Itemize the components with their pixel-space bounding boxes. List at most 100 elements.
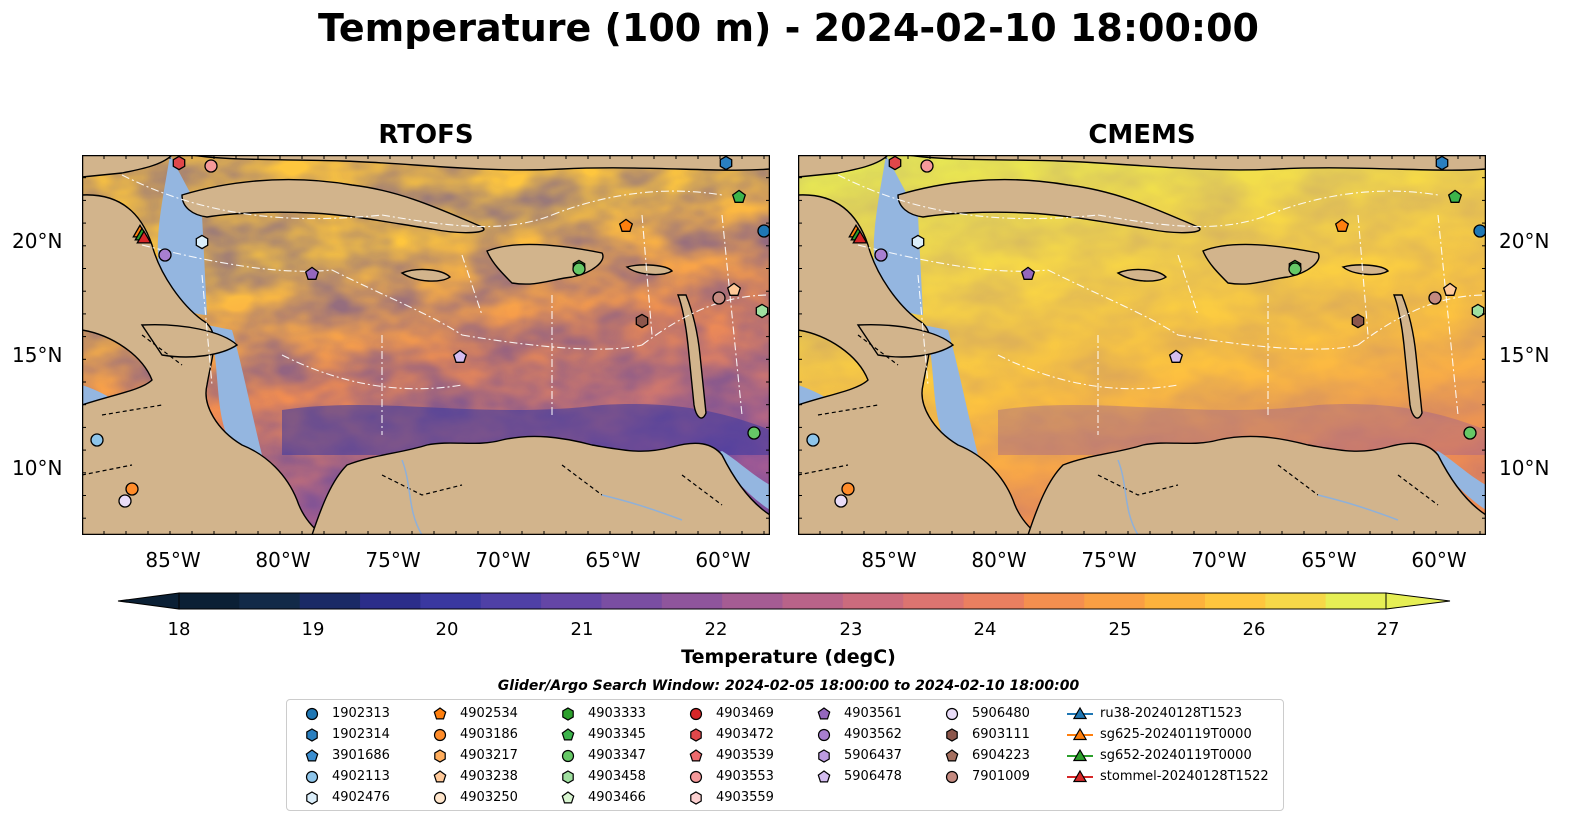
eez-boundary: [917, 274, 929, 386]
colorbar-segment: [239, 593, 301, 609]
argo-float-4903472: [172, 155, 186, 171]
land-mass: [676, 294, 707, 419]
argo-float-5906480: [834, 494, 848, 508]
eez-boundary: [281, 354, 463, 390]
argo-float-4902534: [1334, 218, 1350, 232]
land-mass: [798, 194, 1040, 535]
legend-marker-icon: [945, 749, 959, 762]
colorbar-segment: [661, 593, 723, 609]
legend-label: 4903217: [460, 748, 518, 763]
colorbar-frame: [178, 592, 1387, 610]
southern-cool-band: [282, 404, 770, 455]
legend-label: 1902313: [332, 706, 390, 721]
eez-boundary: [1357, 294, 1486, 346]
eez-boundary: [201, 274, 213, 386]
land-mass: [486, 243, 604, 285]
land-mass: [856, 323, 955, 358]
map-frame: [82, 155, 770, 535]
legend-marker-icon: [306, 728, 318, 742]
river: [1317, 494, 1399, 521]
panel-title-cmems: CMEMS: [1088, 120, 1196, 150]
colorbar-label: Temperature (degC): [681, 646, 896, 668]
river: [601, 494, 683, 521]
legend-marker-icon: [689, 707, 703, 721]
land-mass: [625, 264, 674, 276]
legend-marker-icon: [433, 728, 447, 742]
legend-label: stommel-20240128T1522: [1100, 769, 1269, 784]
legend-label: 4903539: [716, 748, 774, 763]
continental-shelf: [207, 325, 262, 455]
national-border: [82, 464, 133, 476]
legend-label: 4903559: [716, 790, 774, 805]
land-mass: [400, 268, 452, 282]
legend-marker-icon: [945, 707, 959, 721]
argo-float-4902476: [911, 234, 925, 250]
argo-float-1902313: [1473, 224, 1486, 238]
cbar-tick-19: 19: [301, 619, 325, 640]
legend-label: 3901686: [332, 748, 390, 763]
argo-float-4902476: [195, 234, 209, 250]
map-panel-cmems[interactable]: [798, 155, 1486, 535]
land-mass: [1202, 243, 1320, 285]
lon-label-80w-r: 80°W: [971, 548, 1027, 572]
colorbar-segment: [963, 593, 1025, 609]
argo-float-4902113: [806, 433, 820, 447]
legend-label: 4902113: [332, 769, 390, 784]
legend-marker-icon: [434, 749, 446, 763]
argo-float-4903458: [755, 303, 769, 319]
legend-marker-icon: [690, 728, 702, 742]
national-border: [1397, 474, 1439, 506]
lon-label-85w: 85°W: [145, 548, 201, 572]
land-mass: [1392, 294, 1423, 419]
argo-float-4903472: [888, 155, 902, 171]
lat-label-10n: 10°N: [12, 456, 63, 480]
eez-boundary: [331, 269, 463, 336]
legend-marker-icon: [433, 707, 447, 720]
colorbar-segment: [480, 593, 542, 609]
eez-boundary: [997, 354, 1179, 390]
legend-label: sg625-20240119T0000: [1100, 727, 1252, 742]
national-border: [798, 464, 849, 476]
legend-label: 6904223: [972, 748, 1030, 763]
legend-marker-icon: [689, 770, 703, 784]
figure-title: Temperature (100 m) - 2024-02-10 18:00:0…: [317, 6, 1259, 50]
argo-float-5906480: [118, 494, 132, 508]
legend-marker-icon: [561, 749, 575, 763]
glider-track-marker: [852, 230, 868, 244]
eez-boundary: [721, 214, 743, 416]
land-mass: [140, 323, 239, 358]
legend-label: 4902534: [460, 706, 518, 721]
map-panel-rtofs[interactable]: [82, 155, 770, 535]
argo-float-4903562: [158, 248, 172, 262]
legend-marker-icon: [1067, 769, 1093, 783]
legend-marker-icon: [433, 791, 447, 805]
colorbar-max-extend: [1385, 592, 1451, 610]
argo-float-4902113: [90, 433, 104, 447]
argo-float-4903347: [747, 426, 761, 440]
eez-boundary: [1047, 269, 1179, 336]
argo-float-5906478: [452, 349, 468, 363]
eez-boundary: [551, 190, 723, 216]
cbar-tick-25: 25: [1108, 619, 1132, 640]
colorbar: [117, 592, 1451, 610]
eez-boundary: [121, 174, 383, 220]
land-mass: [907, 155, 1486, 171]
argo-float-4903347: [1463, 426, 1477, 440]
cbar-tick-27: 27: [1376, 619, 1400, 640]
argo-float-4902534: [618, 218, 634, 232]
land-mass: [1116, 268, 1168, 282]
legend-label: 4903186: [460, 727, 518, 742]
legend-marker-icon: [690, 791, 702, 805]
legend-label: sg652-20240119T0000: [1100, 748, 1252, 763]
legend-label: 4903472: [716, 727, 774, 742]
lon-label-65w: 65°W: [585, 548, 641, 572]
argo-float-4903186: [841, 482, 855, 496]
lon-label-75w-r: 75°W: [1081, 548, 1137, 572]
legend-label: 4903238: [460, 769, 518, 784]
land-mass: [897, 178, 1201, 234]
legend-marker-icon: [945, 770, 959, 784]
legend-marker-icon: [817, 770, 831, 783]
lon-label-70w-r: 70°W: [1191, 548, 1247, 572]
eez-boundary: [381, 214, 553, 228]
national-border: [1277, 464, 1319, 496]
